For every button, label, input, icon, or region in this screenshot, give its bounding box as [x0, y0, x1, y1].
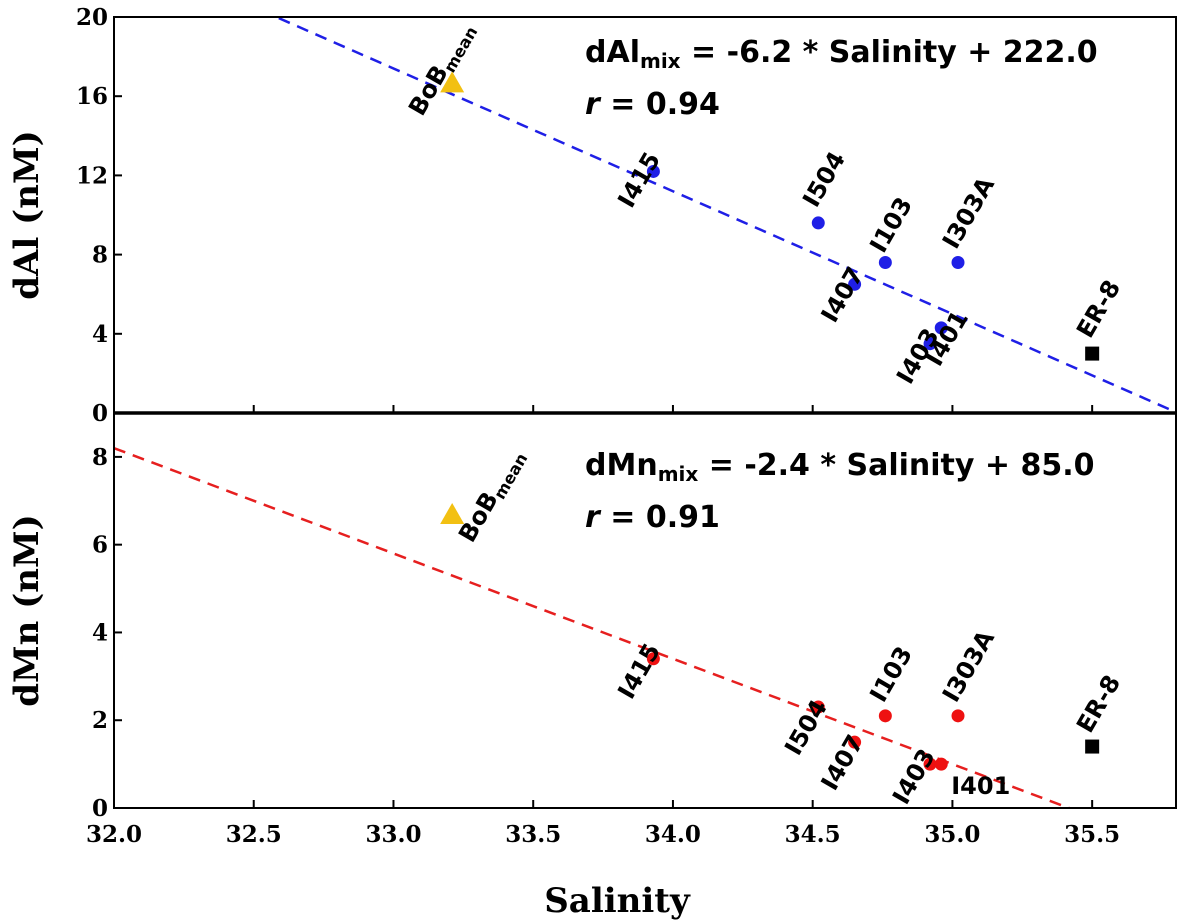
- point-label-i403: I403: [887, 744, 941, 809]
- er8-marker: [1085, 346, 1100, 361]
- correlation-r: r = 0.94: [585, 87, 720, 122]
- bob-mean-marker: [440, 502, 465, 524]
- x-tick-label: 32.0: [86, 821, 142, 848]
- y-tick-label: 0: [92, 400, 108, 427]
- point-label-i303a: I303A: [937, 172, 1000, 254]
- point-label-i407: I407: [816, 730, 870, 795]
- er8-label: ER-8: [1071, 275, 1126, 342]
- point-label-i407: I407: [816, 262, 870, 327]
- y-axis-title: dAl (nM): [7, 130, 47, 299]
- point-label-i415: I415: [612, 147, 666, 212]
- fit-equation: dMnmix = -2.4 * Salinity + 85.0: [585, 448, 1095, 486]
- y-tick-label: 4: [92, 619, 108, 646]
- x-tick-label: 33.5: [505, 821, 561, 848]
- data-point-i103: [878, 256, 892, 270]
- data-point-i103: [878, 709, 892, 723]
- data-point-i415: [646, 652, 660, 666]
- dmn-panel: 0 2 4 6 8 dMn (nM) dMnmix = -2.4 * Salinity + …: [7, 412, 1177, 822]
- point-label-i504: I504: [797, 147, 851, 212]
- data-point-i407: [848, 277, 862, 291]
- er8-label: ER-8: [1071, 670, 1126, 737]
- y-tick-label: 8: [92, 242, 108, 269]
- x-tick-label: 35.5: [1064, 821, 1120, 848]
- y-tick-label: 6: [92, 532, 108, 559]
- y-tick-label: 16: [76, 83, 108, 110]
- data-point-i504: [811, 216, 825, 230]
- data-point-i401: [934, 321, 948, 335]
- fit-line: [114, 446, 1073, 808]
- dal-panel: 0 4 8 12 16 20 dAl (nM) dAlmix = -6.2 * Salinit…: [7, 4, 1177, 427]
- data-point-i403: [923, 337, 937, 351]
- y-tick-label: 8: [92, 444, 108, 471]
- x-tick-label: 33.0: [365, 821, 421, 848]
- er8-marker: [1085, 739, 1100, 754]
- x-tick-label: 32.5: [226, 821, 282, 848]
- y-tick-label: 12: [76, 162, 108, 189]
- point-label-i415: I415: [612, 639, 666, 704]
- x-tick-label: 34.5: [785, 821, 841, 848]
- fit-line: [273, 17, 1176, 413]
- data-point-i415: [646, 164, 660, 178]
- data-point-i401: [934, 757, 948, 771]
- correlation-r: r = 0.91: [585, 500, 720, 535]
- bob-mean-marker: [440, 71, 465, 93]
- data-point-i407: [848, 735, 862, 749]
- y-tick-label: 4: [92, 321, 108, 348]
- data-point-i303a: [951, 709, 965, 723]
- shared-axis: 32.0 32.5 33.0 33.5 34.0 34.5 35.0 35.5 Salinity: [86, 405, 1176, 921]
- fit-equation: dAlmix = -6.2 * Salinity + 222.0: [585, 35, 1098, 73]
- x-tick-label: 35.0: [924, 821, 980, 848]
- data-point-i303a: [951, 256, 965, 270]
- y-tick-label: 0: [92, 795, 108, 822]
- y-tick-label: 2: [92, 707, 108, 734]
- bob-mean-label: BoBmean: [453, 444, 531, 549]
- y-tick-label: 20: [76, 4, 108, 31]
- x-axis-title: Salinity: [544, 881, 691, 921]
- point-label-i303a: I303A: [937, 625, 1000, 707]
- x-tick-label: 34.0: [645, 821, 701, 848]
- point-label-i401: I401: [951, 772, 1010, 800]
- plot-frame: [113, 16, 1177, 414]
- point-label-i504: I504: [779, 695, 833, 760]
- data-point-i504: [811, 700, 825, 714]
- point-label-i103: I103: [864, 642, 918, 707]
- data-point-i403: [923, 757, 937, 771]
- point-label-i103: I103: [864, 192, 918, 257]
- y-axis-title: dMn (nM): [7, 514, 47, 707]
- bob-mean-label: BoBmean: [403, 17, 481, 122]
